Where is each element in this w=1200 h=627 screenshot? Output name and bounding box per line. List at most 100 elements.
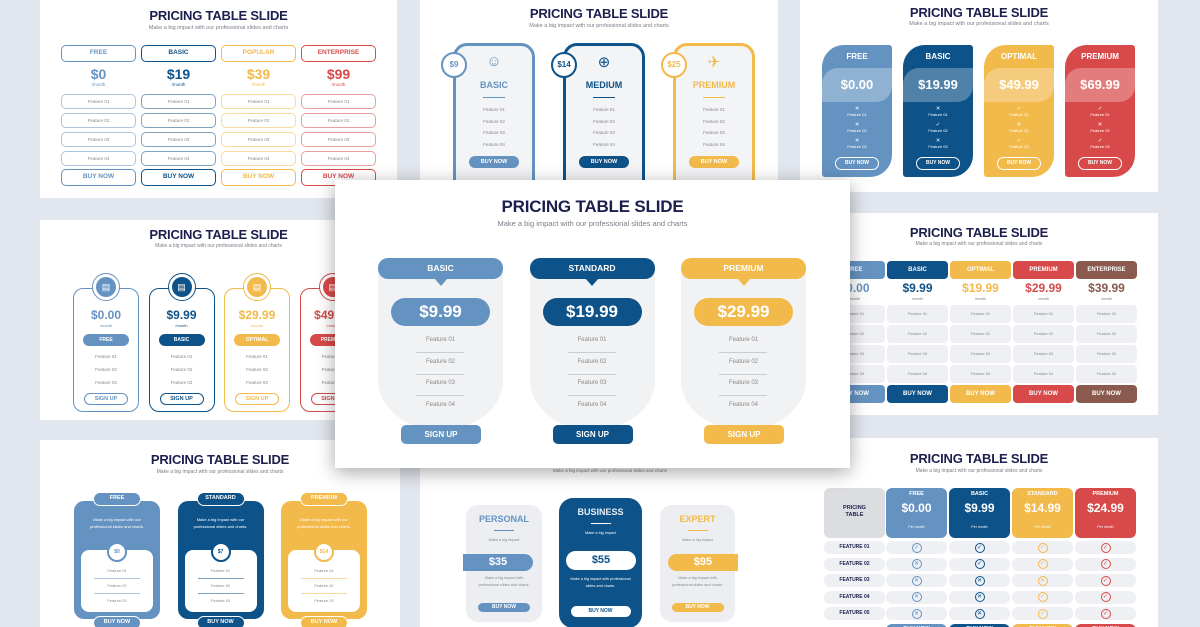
plan-name: FREE xyxy=(909,491,924,497)
plan-price: $0.00 xyxy=(901,501,932,515)
sign-up-button[interactable]: SIGN UP xyxy=(704,425,784,444)
plan-card xyxy=(529,266,655,430)
cross-circle-icon: ✕ xyxy=(974,575,985,586)
feature-cell: Feature 03 xyxy=(141,132,216,147)
sign-up-button[interactable]: SIGN UP xyxy=(84,393,128,405)
check-circle-icon: ✓ xyxy=(1037,608,1048,619)
buy-now-button[interactable]: BUY NOW xyxy=(300,616,348,627)
plan-period: /month xyxy=(251,82,266,87)
plan-name: FREE xyxy=(846,52,868,61)
buy-now-button[interactable]: BUY NOW xyxy=(950,385,1011,403)
plan-header xyxy=(886,488,947,538)
cross-circle-icon: ✕ xyxy=(911,575,922,586)
sign-up-button[interactable]: SIGN UP xyxy=(401,425,481,444)
buy-now-button[interactable]: BUY NOW xyxy=(916,157,960,170)
feature-item: Feature 01 xyxy=(593,107,615,112)
feature-cell: Feature 02 xyxy=(61,113,136,128)
plan-header: OPTIMAL xyxy=(950,261,1011,279)
server-icon: ▤ xyxy=(247,277,267,297)
cross-circle-icon: ✕ xyxy=(911,592,922,602)
five-column-pricing-slide: PRICING TABLE SLIDE Make a big impact wit… xyxy=(800,213,1158,415)
feature-item: Feature 01 xyxy=(847,112,867,117)
plan-period: Per month xyxy=(1034,525,1051,529)
buy-now-button[interactable]: BUY NOW xyxy=(221,169,296,186)
sign-up-button[interactable]: SIGN UP xyxy=(552,425,633,444)
feature-label: FEATURE 02 xyxy=(824,557,885,571)
feature-item: Feature 02 xyxy=(847,128,867,133)
feature-item: Feature 01 xyxy=(703,107,725,112)
check-icon: ✓ xyxy=(1097,138,1103,144)
buy-now-button[interactable]: BUY NOW xyxy=(835,157,879,170)
plan-name: BASIC xyxy=(479,80,508,90)
plan-name: PREMIUM xyxy=(1092,491,1119,497)
buy-now-button[interactable]: BUY NOW xyxy=(1078,157,1122,170)
plan-header: PREMIUM xyxy=(1013,261,1074,279)
buy-now-button[interactable]: BUY NOW xyxy=(997,157,1041,170)
feature-label: FEATURE 03 xyxy=(824,574,885,587)
plan-header: ENTERPRISE xyxy=(1076,261,1137,279)
featured-pricing-slide: PRICING TABLE SLIDE Make a big impact wit… xyxy=(335,180,850,468)
plan-name: OPTIMAL xyxy=(1001,52,1037,61)
plan-price: $19.99 xyxy=(542,298,642,326)
feature-item: Feature 01 xyxy=(246,354,268,359)
feature-item: Feature 01 xyxy=(314,568,334,573)
price-band xyxy=(1065,68,1135,102)
cross-circle-icon: ✕ xyxy=(1037,575,1048,586)
cross-circle-icon: ✕ xyxy=(911,559,922,569)
plan-tab: FREE xyxy=(93,492,141,506)
feature-item: Feature 02 xyxy=(577,358,607,365)
sign-up-button[interactable]: SIGN UP xyxy=(159,393,204,405)
plan-period: /month xyxy=(1038,297,1049,301)
feature-item: Feature 04 xyxy=(577,401,607,408)
slide-subtitle: Make a big impact with our professional … xyxy=(552,468,668,473)
plan-name: MEDIUM xyxy=(585,80,623,90)
divider xyxy=(719,395,767,396)
plan-badge: FREE xyxy=(83,334,129,346)
plan-price: $99 xyxy=(326,66,351,82)
feature-cell: Feature 04 xyxy=(1076,365,1137,383)
buy-now-button[interactable]: BUY NOW xyxy=(196,616,245,627)
feature-cell: Feature 03 xyxy=(887,345,948,363)
plan-period: /month xyxy=(1101,297,1112,301)
feature-item: Feature 03 xyxy=(728,380,759,386)
feature-item: Feature 04 xyxy=(425,401,456,408)
header-pointer xyxy=(433,278,448,286)
feature-cell: Feature 01 xyxy=(61,94,136,109)
feature-cell: Feature 04 xyxy=(301,151,376,166)
outline-pricing-slide: PRICING TABLE SLIDE Make a big impact wit… xyxy=(40,0,397,198)
divider xyxy=(197,593,244,594)
plan-period: Per month xyxy=(971,525,988,529)
buy-now-button[interactable]: BUY NOW xyxy=(671,603,724,612)
buy-now-button[interactable]: BUY NOW xyxy=(93,616,141,627)
sign-up-button[interactable]: SIGN UP xyxy=(235,393,279,405)
buy-now-button[interactable]: BUY NOW xyxy=(61,169,136,186)
plan-name: EXPERT xyxy=(679,514,716,524)
buy-now-button[interactable]: BUY NOW xyxy=(689,156,739,168)
feature-item: Feature 01 xyxy=(1009,112,1029,117)
check-circle-icon: ✓ xyxy=(974,559,985,569)
tab-pricing-slide: PRICING TABLE SLIDE Make a big impact wit… xyxy=(40,440,400,627)
buy-now-button[interactable]: BUY NOW xyxy=(469,156,519,168)
buy-now-button[interactable]: BUY NOW xyxy=(579,156,629,168)
plan-header xyxy=(1075,488,1136,538)
feature-item: Feature 01 xyxy=(210,568,231,573)
check-circle-icon: ✓ xyxy=(1100,542,1111,553)
check-circle-icon: ✓ xyxy=(1100,608,1111,619)
feature-cell: Feature 01 xyxy=(1013,305,1074,323)
check-circle-icon: ✓ xyxy=(1037,592,1048,602)
buy-now-button[interactable]: BUY NOW xyxy=(1013,385,1074,403)
feature-cell: Feature 03 xyxy=(221,132,296,147)
plan-price: $49.99 xyxy=(999,77,1039,92)
buy-now-button[interactable]: BUY NOW xyxy=(1076,385,1137,403)
buy-now-button[interactable]: BUY NOW xyxy=(141,169,216,186)
cross-icon: ✕ xyxy=(854,122,860,128)
buy-now-button[interactable]: BUY NOW xyxy=(570,606,631,617)
feature-item: Feature 03 xyxy=(593,130,615,135)
feature-cell: Feature 04 xyxy=(221,151,296,166)
feature-cell: Feature 02 xyxy=(1013,325,1074,343)
feature-item: Feature 03 xyxy=(928,144,948,149)
buy-now-button[interactable]: BUY NOW xyxy=(887,385,948,403)
buy-now-button[interactable]: BUY NOW xyxy=(478,603,530,612)
feature-item: Feature 01 xyxy=(577,337,607,343)
plan-price: $19 xyxy=(166,66,191,82)
